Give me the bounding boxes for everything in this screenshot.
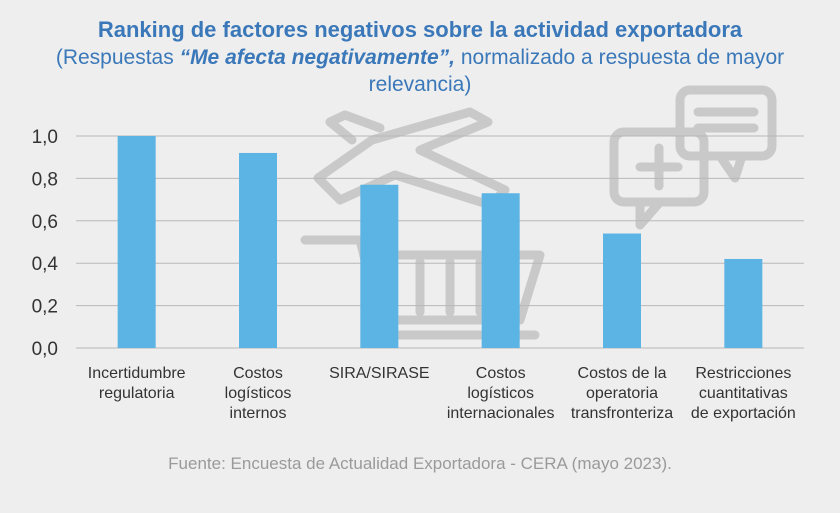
- bar: [117, 136, 156, 348]
- x-axis-labels: Incertidumbre regulatoria Costos logísticos…: [88, 365, 796, 422]
- bars: [117, 136, 763, 348]
- x-category-label: Restricciones cuantitativas de exportación: [691, 365, 796, 422]
- grid-lines: [76, 135, 804, 349]
- bar: [481, 193, 520, 348]
- x-category-label: Incertidumbre regulatoria: [88, 365, 186, 402]
- chart-subtitle: (Respuestas “Me afecta negativamente”, n…: [40, 44, 800, 98]
- chart-header: Ranking de factores negativos sobre la a…: [0, 16, 840, 98]
- y-tick-label: 0,6: [32, 212, 58, 233]
- subtitle-after: normalizado a respuesta de mayor relevan…: [368, 46, 785, 96]
- bar: [603, 233, 641, 348]
- bar-chart: 0,0 0,2 0,4 0,6 0,8 1,0 Incertidumbre regulato…: [32, 85, 804, 422]
- y-tick-label: 0,2: [32, 297, 58, 318]
- y-tick-label: 0,0: [32, 339, 58, 360]
- subtitle-before: (Respuestas: [55, 46, 180, 69]
- y-tick-label: 1,0: [32, 127, 58, 148]
- chat-bubbles-icon: [609, 85, 777, 230]
- bar: [360, 184, 399, 348]
- x-category-label: SIRA/SIRASE: [329, 365, 429, 382]
- x-category-label: Costos de la operatoria transfronteriza: [571, 365, 673, 422]
- bar: [724, 258, 763, 348]
- y-axis-ticks: 0,0 0,2 0,4 0,6 0,8 1,0: [32, 127, 59, 360]
- bar: [239, 152, 277, 348]
- chart-title: Ranking de factores negativos sobre la a…: [97, 17, 743, 42]
- x-category-label: Costos logísticos internacionales: [447, 365, 555, 422]
- airplane-icon: [313, 107, 510, 210]
- y-tick-label: 0,8: [32, 169, 58, 190]
- source-note: Fuente: Encuesta de Actualidad Exportado…: [168, 454, 672, 473]
- y-tick-label: 0,4: [32, 254, 59, 275]
- x-category-label: Costos logísticos internos: [225, 365, 292, 422]
- subtitle-emphasis: “Me afecta negativamente”,: [179, 46, 455, 69]
